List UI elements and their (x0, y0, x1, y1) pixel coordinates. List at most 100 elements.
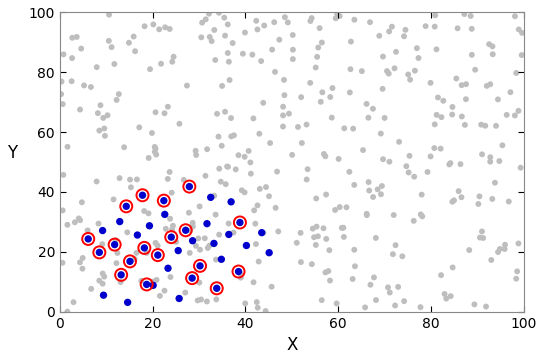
Point (481, 123, 490, 129)
Point (195, 204, 204, 209)
Point (123, 230, 132, 235)
Point (358, 147, 367, 153)
Point (188, 275, 196, 281)
Point (314, 45, 323, 51)
Point (249, 279, 258, 285)
Point (221, 33, 230, 39)
Point (404, 170, 413, 175)
Point (138, 192, 147, 198)
Point (210, 27, 219, 33)
Point (426, 153, 435, 159)
Point (516, 165, 525, 171)
Point (414, 55, 423, 61)
Point (77, 46, 85, 52)
Point (95, 249, 104, 255)
Point (165, 26, 174, 32)
Point (224, 50, 232, 56)
Point (99, 115, 108, 121)
Point (116, 279, 125, 285)
Point (59, 52, 68, 57)
Point (238, 187, 246, 193)
Point (517, 52, 526, 58)
Point (168, 59, 177, 65)
Point (151, 146, 160, 152)
Point (324, 268, 333, 274)
Point (348, 276, 357, 282)
Point (169, 54, 178, 60)
Point (411, 68, 419, 74)
Point (211, 212, 220, 218)
Point (261, 308, 270, 314)
Point (229, 230, 238, 235)
Point (365, 188, 374, 193)
Point (133, 177, 141, 182)
Point (418, 213, 426, 219)
Point (448, 265, 457, 270)
Point (372, 297, 380, 303)
Point (318, 90, 327, 95)
Point (153, 252, 162, 258)
Point (112, 260, 121, 266)
Point (186, 250, 194, 256)
Point (461, 122, 469, 128)
Point (104, 38, 113, 44)
Point (369, 194, 378, 200)
Point (110, 61, 119, 67)
Point (502, 112, 511, 118)
Point (271, 69, 280, 75)
Point (279, 123, 287, 129)
Point (155, 26, 164, 32)
Point (406, 77, 415, 83)
Point (308, 226, 317, 231)
Point (313, 54, 322, 60)
Point (246, 160, 255, 165)
Point (166, 216, 175, 222)
Point (174, 248, 183, 253)
Point (421, 23, 430, 29)
Point (114, 91, 123, 97)
Point (337, 225, 346, 231)
Point (447, 293, 455, 299)
Point (252, 241, 261, 247)
Point (240, 154, 249, 160)
Point (224, 22, 232, 27)
Point (69, 299, 78, 305)
Point (253, 203, 262, 208)
Point (423, 169, 432, 175)
Point (153, 243, 162, 248)
Point (181, 290, 190, 295)
Point (122, 204, 131, 209)
Point (475, 235, 484, 240)
Point (255, 131, 264, 136)
Point (362, 212, 371, 218)
Point (477, 122, 486, 127)
Point (373, 187, 382, 192)
Point (328, 85, 337, 91)
Point (266, 140, 275, 146)
Point (322, 192, 330, 197)
Point (369, 106, 378, 112)
Point (288, 32, 297, 38)
Point (288, 152, 296, 158)
Point (454, 188, 463, 194)
Point (504, 199, 513, 204)
Point (457, 194, 466, 200)
Point (244, 148, 253, 154)
Point (319, 225, 328, 231)
Point (298, 140, 306, 146)
Point (378, 86, 387, 92)
Point (384, 284, 392, 290)
Point (346, 66, 355, 72)
Point (264, 193, 273, 199)
Point (183, 83, 191, 88)
Point (256, 186, 264, 192)
Point (514, 240, 523, 246)
Point (150, 144, 159, 150)
Point (131, 48, 139, 54)
Point (140, 23, 149, 29)
Point (129, 34, 138, 39)
Point (206, 195, 215, 200)
Point (448, 104, 457, 110)
Point (474, 201, 483, 207)
Point (126, 258, 134, 264)
